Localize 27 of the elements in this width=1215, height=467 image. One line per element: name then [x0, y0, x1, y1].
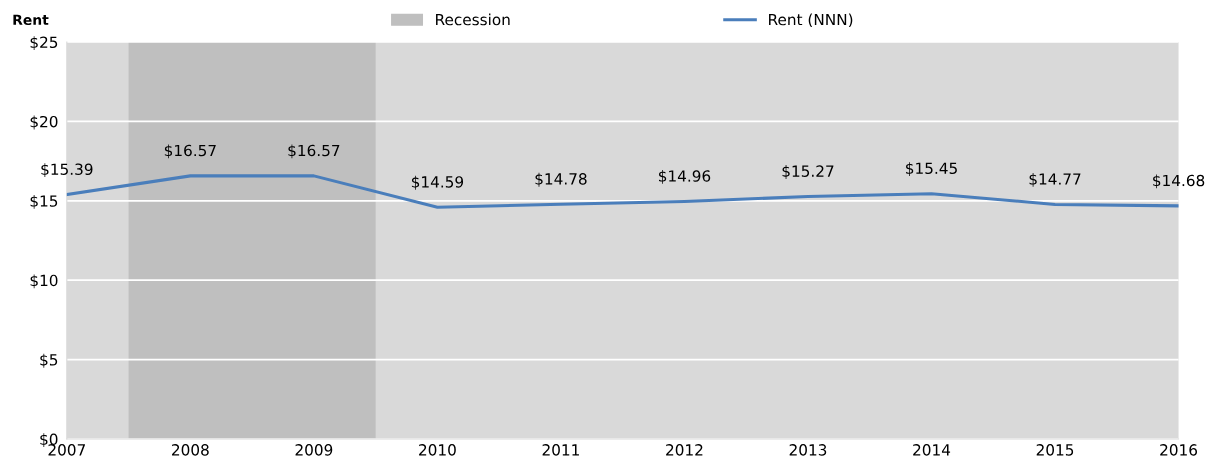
data-label: $14.77 [1029, 173, 1081, 187]
data-label: $14.96 [658, 169, 711, 184]
legend-label: Rent (NNN) [769, 13, 853, 28]
y-tick-label: $20 [30, 115, 58, 130]
legend-label: Recession [436, 13, 510, 26]
x-tick-label: 2011 [542, 444, 579, 456]
data-label: $15.45 [906, 162, 957, 177]
x-tick-label: 2014 [913, 444, 951, 456]
y-tick-label: $25 [30, 36, 58, 51]
x-tick-label: 2015 [1036, 444, 1074, 456]
x-tick-label: 2008 [172, 444, 209, 456]
data-label: $16.57 [288, 144, 340, 159]
data-label: $14.68 [1153, 174, 1205, 189]
x-tick-label: 2013 [789, 444, 827, 456]
data-label: $15.39 [41, 163, 93, 178]
x-tick-label: 2010 [419, 444, 456, 456]
x-tick-label: 2012 [666, 444, 703, 456]
y-axis-title: Rent [13, 14, 49, 26]
y-tick-label: $15 [30, 195, 58, 209]
data-label: $14.78 [535, 172, 587, 187]
y-tick-label: $5 [40, 353, 58, 368]
x-tick-label: 2009 [295, 444, 333, 456]
y-tick-label: $10 [30, 274, 58, 289]
data-label: $16.57 [164, 144, 216, 159]
x-tick-label: 2016 [1160, 444, 1198, 456]
data-label: $14.59 [411, 175, 464, 190]
data-label: $15.27 [782, 165, 834, 179]
